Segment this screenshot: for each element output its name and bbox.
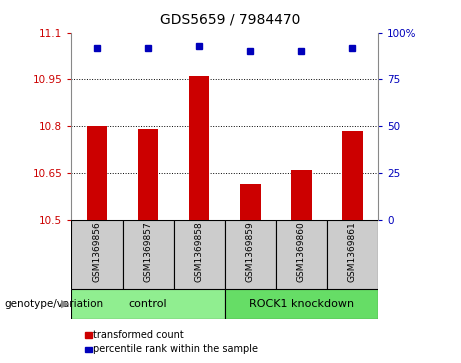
Text: ▶: ▶ <box>61 299 69 309</box>
Text: percentile rank within the sample: percentile rank within the sample <box>93 344 258 354</box>
Text: transformed count: transformed count <box>93 330 184 340</box>
Bar <box>87 126 107 220</box>
Bar <box>225 289 378 319</box>
Text: ROCK1 knockdown: ROCK1 knockdown <box>249 299 354 309</box>
Bar <box>123 220 174 289</box>
Text: GSM1369859: GSM1369859 <box>246 222 255 282</box>
Text: GSM1369861: GSM1369861 <box>348 222 357 282</box>
Bar <box>240 184 260 220</box>
Bar <box>276 220 327 289</box>
Bar <box>225 220 276 289</box>
Bar <box>291 170 312 220</box>
Bar <box>71 289 225 319</box>
Text: GSM1369858: GSM1369858 <box>195 222 204 282</box>
Text: genotype/variation: genotype/variation <box>5 299 104 309</box>
Bar <box>327 220 378 289</box>
Bar <box>138 129 158 220</box>
Bar <box>189 76 209 220</box>
Text: control: control <box>129 299 167 309</box>
Bar <box>174 220 225 289</box>
Text: GSM1369857: GSM1369857 <box>143 222 153 282</box>
Text: GSM1369856: GSM1369856 <box>93 222 101 282</box>
Text: GSM1369860: GSM1369860 <box>297 222 306 282</box>
Bar <box>342 131 363 220</box>
Bar <box>71 220 123 289</box>
Text: GDS5659 / 7984470: GDS5659 / 7984470 <box>160 13 301 27</box>
